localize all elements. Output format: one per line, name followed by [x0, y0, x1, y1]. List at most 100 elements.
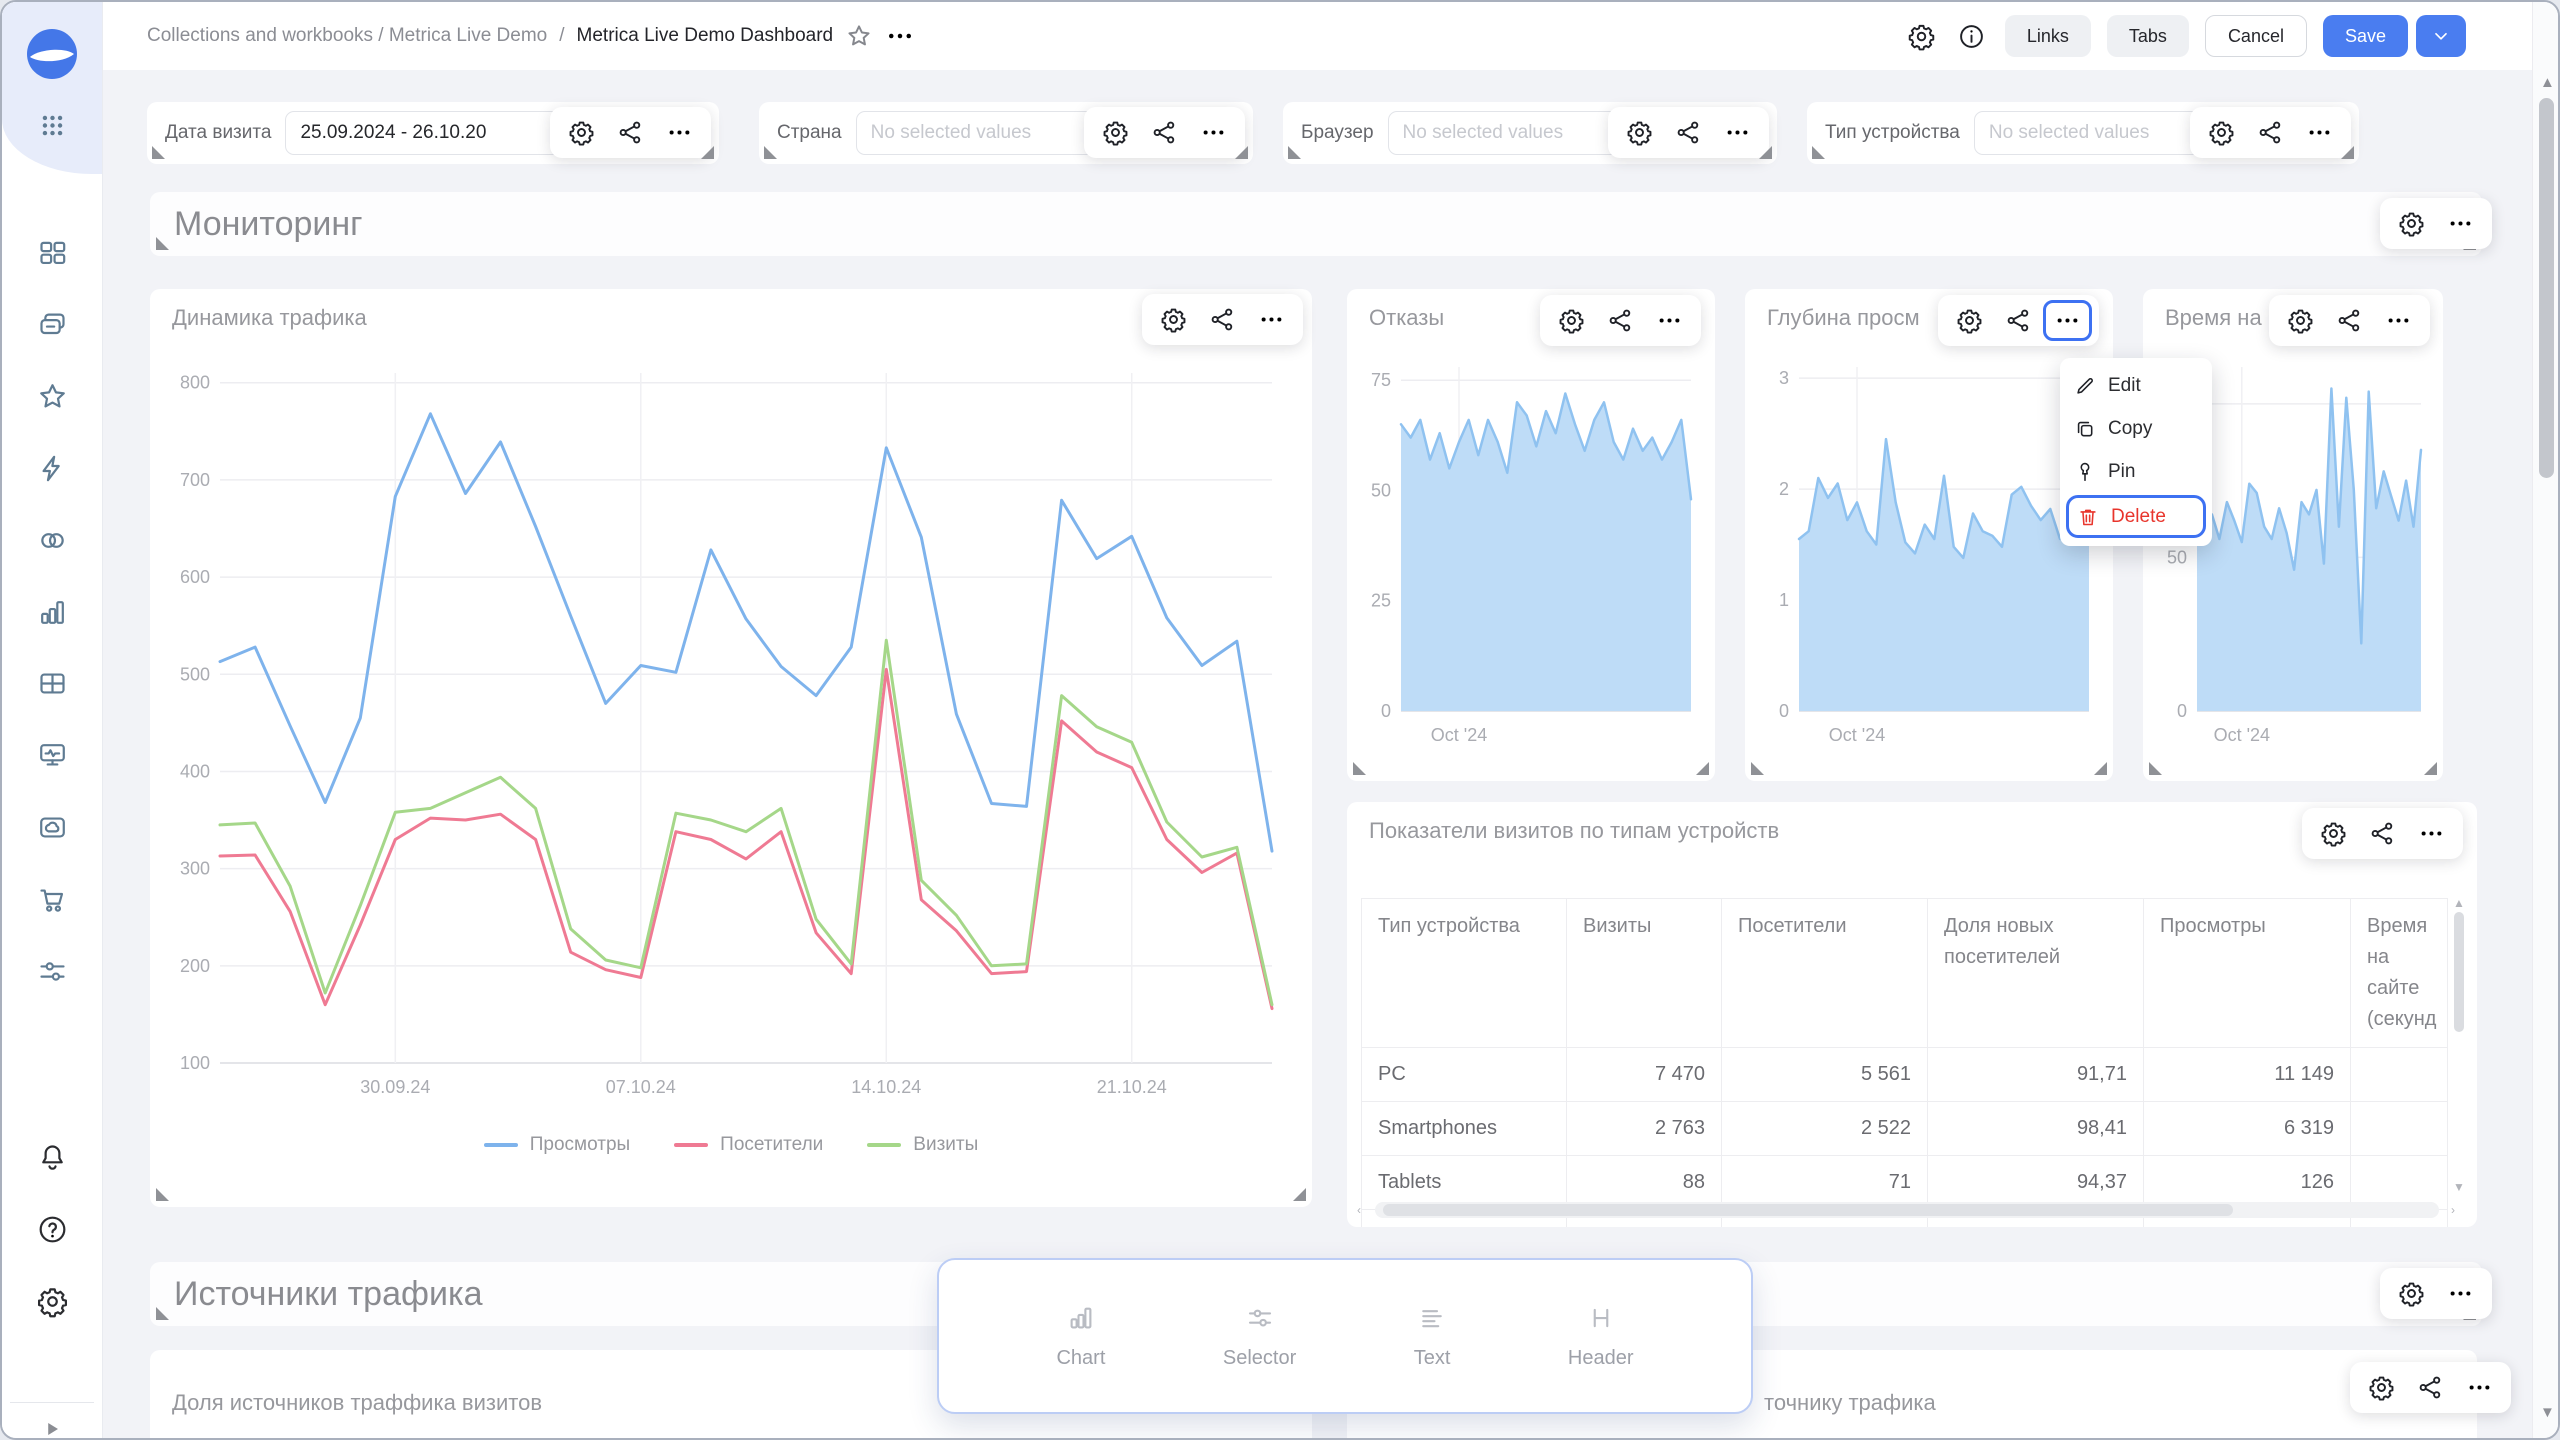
sidebar-item-marketplace[interactable]: [35, 882, 69, 916]
widget-relations-icon[interactable]: [1209, 306, 1236, 333]
scroll-down-icon[interactable]: ▼: [2540, 1404, 2555, 1421]
resize-handle[interactable]: [1235, 146, 1248, 159]
widget-more-icon[interactable]: [2447, 1280, 2474, 1307]
palette-item-chart[interactable]: Chart: [1056, 1303, 1105, 1370]
widget-more-icon[interactable]: [1200, 119, 1227, 146]
resize-handle[interactable]: [1696, 762, 1709, 775]
widget-more-icon[interactable]: [1656, 307, 1683, 334]
sidebar-expand-icon[interactable]: [35, 1412, 69, 1440]
help-icon[interactable]: [35, 1212, 69, 1246]
widget-more-icon[interactable]: [2385, 307, 2412, 334]
sidebar-item-collections[interactable]: [35, 307, 69, 341]
menu-item-copy[interactable]: Copy: [2060, 407, 2212, 450]
column-header[interactable]: Доля новых посетителей: [1927, 898, 2144, 1048]
column-header[interactable]: Просмотры: [2143, 898, 2351, 1048]
widget-more-icon-focused[interactable]: [2043, 300, 2092, 341]
palette-item-text[interactable]: Text: [1414, 1303, 1450, 1370]
widget-more-icon[interactable]: [2306, 119, 2333, 146]
column-header[interactable]: Посетители: [1721, 898, 1928, 1048]
column-header[interactable]: Визиты: [1566, 898, 1722, 1048]
scroll-left-icon[interactable]: ‹: [1357, 1203, 1361, 1217]
scroll-down-icon[interactable]: ▼: [2453, 1180, 2465, 1194]
resize-handle[interactable]: [1353, 762, 1366, 775]
legend-item-visits[interactable]: Визиты: [867, 1134, 978, 1156]
sidebar-item-connections[interactable]: [35, 523, 69, 557]
resize-handle[interactable]: [701, 146, 714, 159]
resize-handle[interactable]: [2149, 762, 2162, 775]
widget-relations-icon[interactable]: [2417, 1374, 2444, 1401]
scroll-up-icon[interactable]: ▲: [2453, 896, 2465, 910]
widget-settings-gear-icon[interactable]: [2398, 1280, 2425, 1307]
links-button[interactable]: Links: [2004, 15, 2091, 57]
save-dropdown-button[interactable]: [2416, 15, 2466, 57]
widget-settings-gear-icon[interactable]: [1558, 307, 1585, 334]
widget-relations-icon[interactable]: [617, 119, 644, 146]
notifications-bell-icon[interactable]: [35, 1140, 69, 1174]
resize-handle[interactable]: [152, 146, 165, 159]
settings-gear-icon[interactable]: [35, 1284, 69, 1318]
widget-relations-icon[interactable]: [1607, 307, 1634, 334]
resize-handle[interactable]: [2094, 762, 2107, 775]
widget-more-icon[interactable]: [1258, 306, 1285, 333]
breadcrumb-more-icon[interactable]: [885, 21, 915, 51]
page-scrollbar[interactable]: ▲ ▼: [2532, 2, 2558, 1438]
widget-settings-gear-icon[interactable]: [2368, 1374, 2395, 1401]
widget-relations-icon[interactable]: [2257, 119, 2284, 146]
cancel-button[interactable]: Cancel: [2204, 15, 2307, 57]
page-scrollbar-thumb[interactable]: [2539, 98, 2554, 478]
sidebar-item-monitoring[interactable]: [35, 738, 69, 772]
apps-grid-icon[interactable]: [35, 108, 69, 142]
resize-handle[interactable]: [2341, 146, 2354, 159]
widget-settings-gear-icon[interactable]: [2287, 307, 2314, 334]
menu-item-delete[interactable]: Delete: [2066, 495, 2206, 538]
widget-settings-gear-icon[interactable]: [2320, 820, 2347, 847]
resize-handle[interactable]: [2424, 762, 2437, 775]
sidebar-item-charts[interactable]: [35, 595, 69, 629]
resize-handle[interactable]: [156, 1307, 169, 1320]
sidebar-item-favorites[interactable]: [35, 379, 69, 413]
table-hscrollbar-thumb[interactable]: [1383, 1204, 2233, 1216]
info-icon[interactable]: [1955, 19, 1989, 53]
menu-item-pin[interactable]: Pin: [2060, 450, 2212, 493]
resize-handle[interactable]: [1759, 146, 1772, 159]
resize-handle[interactable]: [1812, 146, 1825, 159]
widget-settings-gear-icon[interactable]: [2398, 210, 2425, 237]
table-horizontal-scrollbar[interactable]: ‹ ›: [1357, 1202, 2455, 1218]
widget-settings-gear-icon[interactable]: [568, 119, 595, 146]
widget-settings-gear-icon[interactable]: [1102, 119, 1129, 146]
column-header[interactable]: Время на сайте (секунд: [2350, 898, 2448, 1048]
legend-item-visitors[interactable]: Посетители: [674, 1134, 823, 1156]
menu-item-edit[interactable]: Edit: [2060, 364, 2212, 407]
widget-settings-gear-icon[interactable]: [1160, 306, 1187, 333]
widget-more-icon[interactable]: [2447, 210, 2474, 237]
column-header[interactable]: Тип устройства: [1361, 898, 1567, 1048]
depth-chart[interactable]: 0 1 2 3 Oct '24: [1753, 357, 2105, 753]
table-vertical-scrollbar[interactable]: ▲ ▼: [2453, 896, 2465, 1194]
resize-handle[interactable]: [156, 1188, 169, 1201]
scroll-right-icon[interactable]: ›: [2451, 1203, 2455, 1217]
palette-item-header[interactable]: Header: [1568, 1303, 1634, 1370]
widget-relations-icon[interactable]: [2369, 820, 2396, 847]
sidebar-item-quick-actions[interactable]: [35, 451, 69, 485]
widget-relations-icon[interactable]: [1675, 119, 1702, 146]
tabs-button[interactable]: Tabs: [2106, 15, 2189, 57]
scroll-up-icon[interactable]: ▲: [2540, 74, 2555, 91]
resize-handle[interactable]: [156, 237, 169, 250]
favorite-star-icon[interactable]: [845, 22, 873, 50]
sidebar-item-tables[interactable]: [35, 666, 69, 700]
widget-relations-icon[interactable]: [2005, 307, 2032, 334]
widget-more-icon[interactable]: [2466, 1374, 2493, 1401]
resize-handle[interactable]: [1288, 146, 1301, 159]
resize-handle[interactable]: [764, 146, 777, 159]
palette-item-selector[interactable]: Selector: [1223, 1303, 1296, 1370]
widget-relations-icon[interactable]: [2336, 307, 2363, 334]
legend-item-views[interactable]: Просмотры: [483, 1134, 630, 1156]
traffic-dynamics-chart[interactable]: 100 200 300 400 500 600 700 800 30.09.24 07.10.24…: [158, 359, 1298, 1109]
bounces-chart[interactable]: 0 25 50 75 Oct '24: [1355, 357, 1707, 753]
widget-relations-icon[interactable]: [1151, 119, 1178, 146]
dashboard-settings-gear-icon[interactable]: [1905, 19, 1939, 53]
save-button[interactable]: Save: [2322, 15, 2408, 57]
sidebar-item-storage[interactable]: [35, 810, 69, 844]
widget-more-icon[interactable]: [2418, 820, 2445, 847]
widget-more-icon[interactable]: [1724, 119, 1751, 146]
